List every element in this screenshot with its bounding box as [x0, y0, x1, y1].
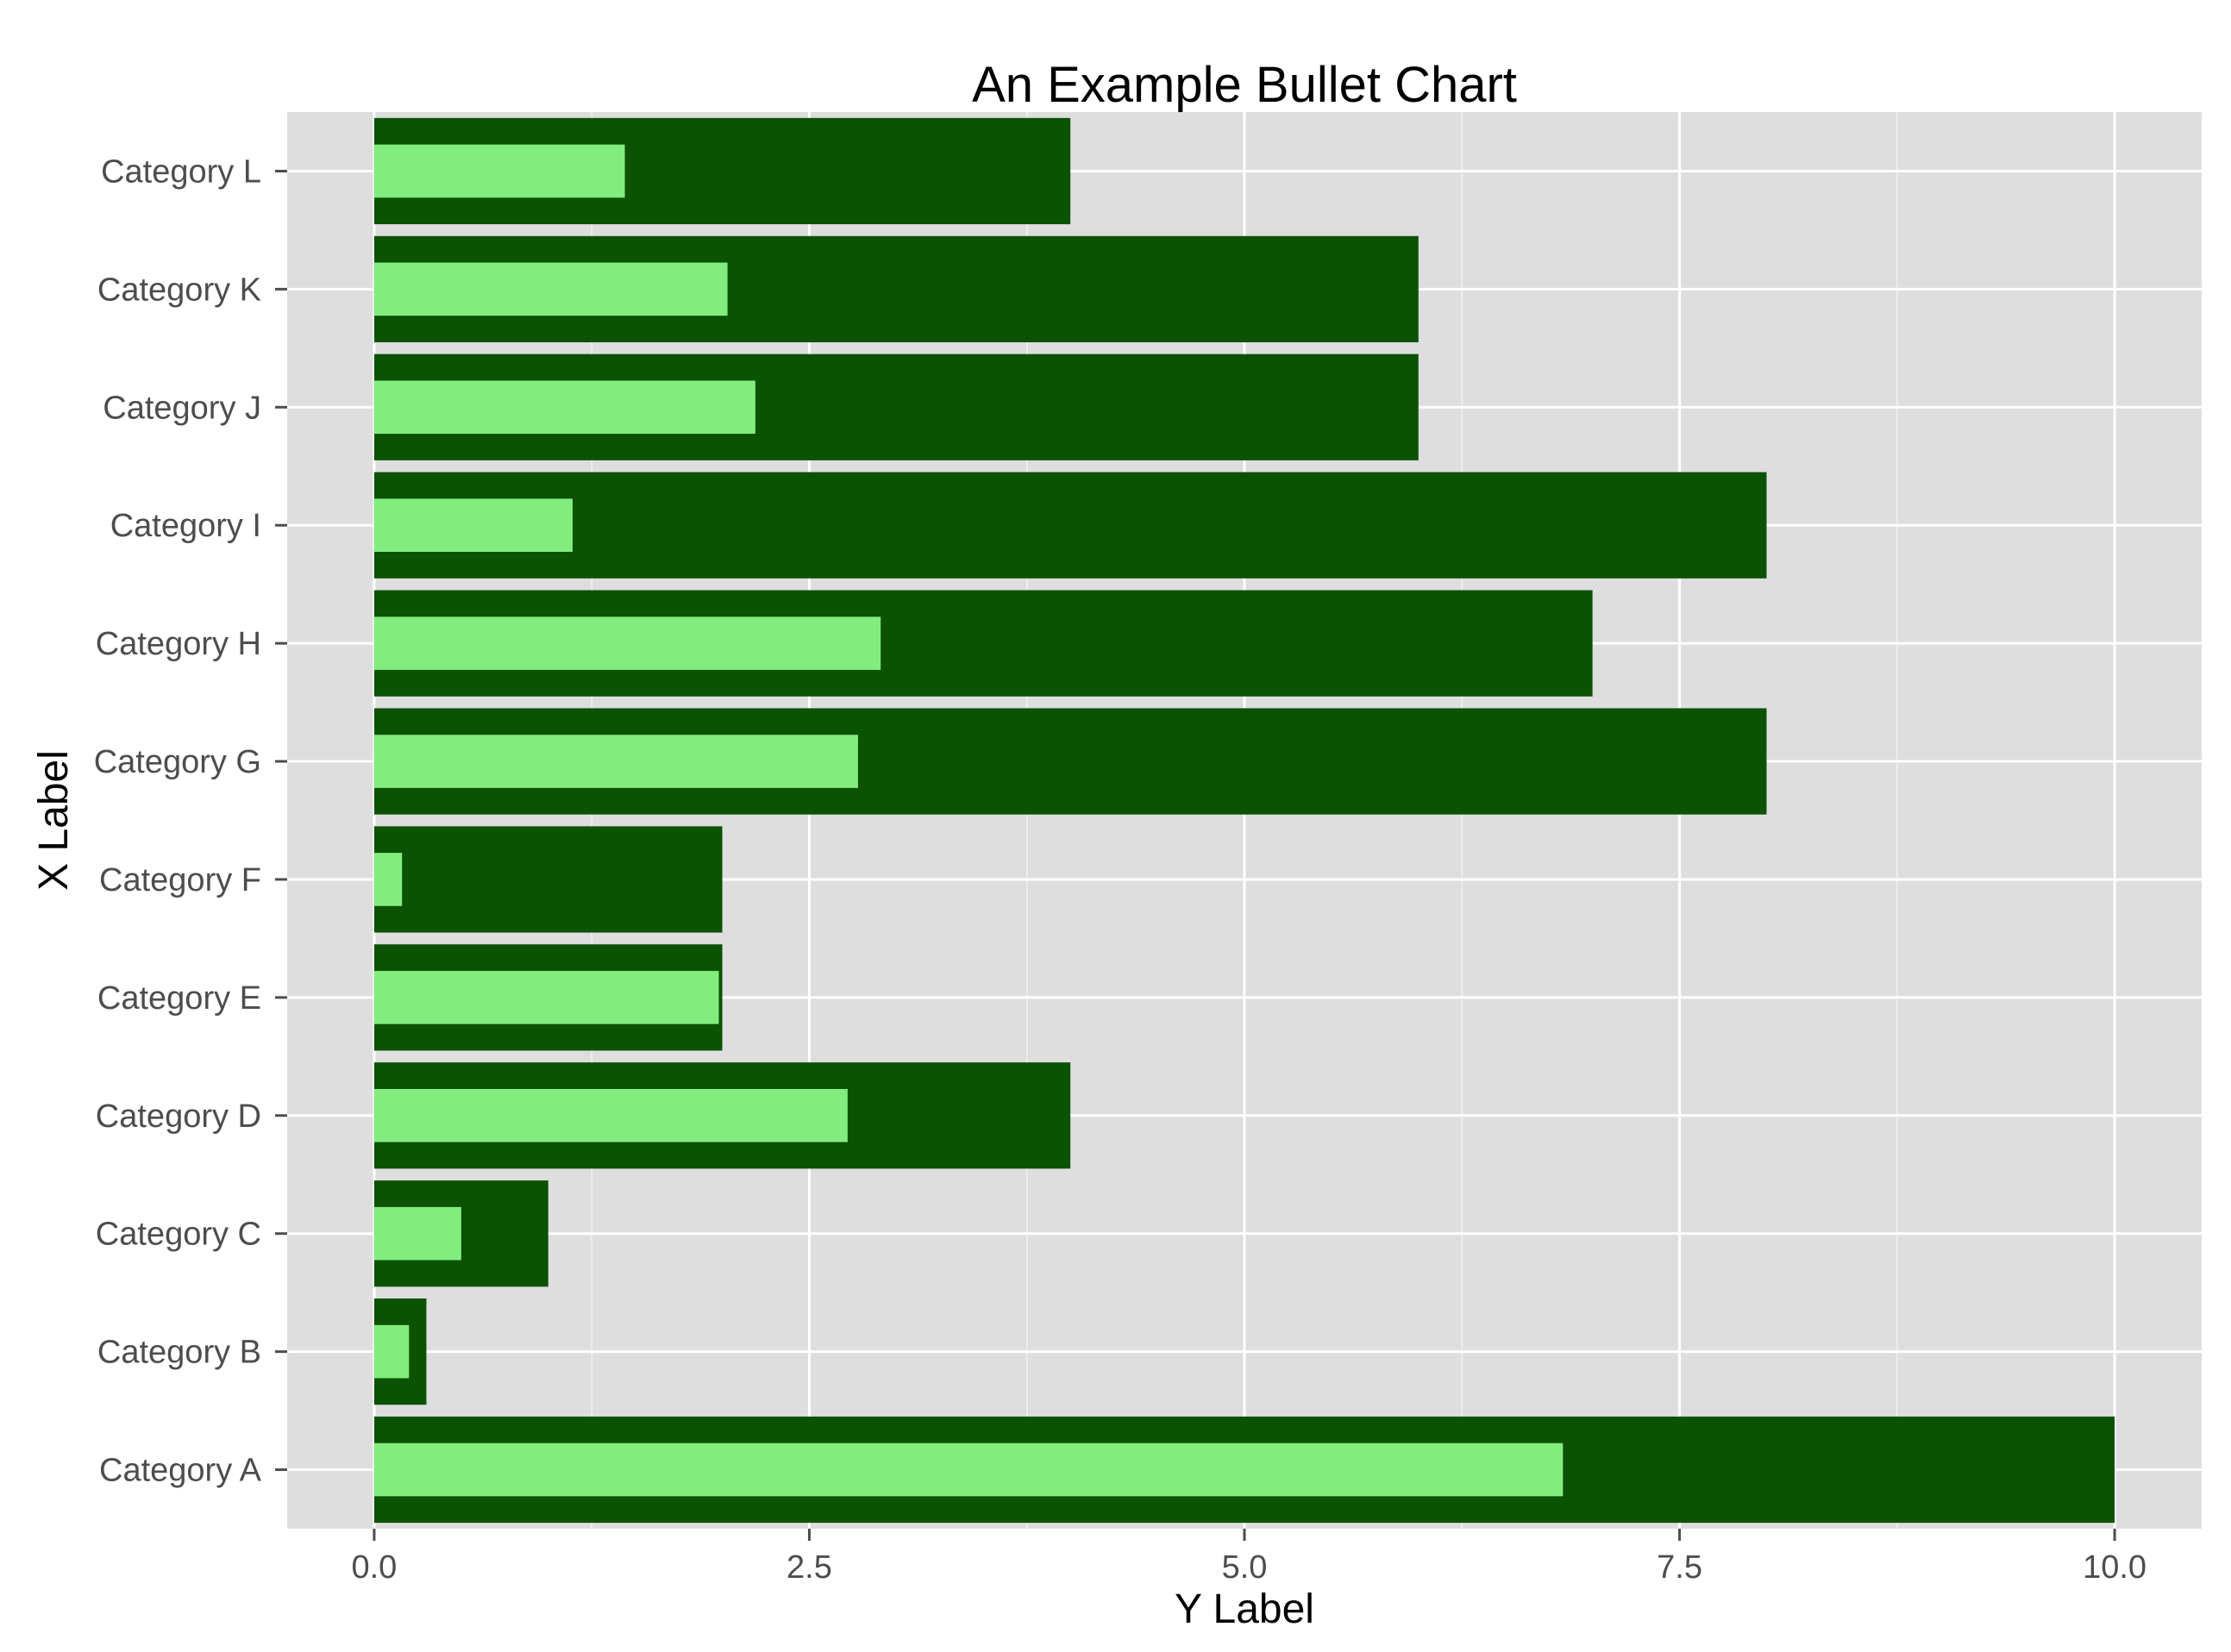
x-axis-title: Y Label — [1175, 1586, 1314, 1632]
inner-bar — [373, 262, 728, 316]
x-tick-label: 2.5 — [786, 1549, 832, 1586]
y-tick-label: Category J — [103, 390, 261, 426]
y-tick-label: Category E — [97, 980, 261, 1017]
inner-bar — [373, 971, 719, 1024]
y-tick-label: Category F — [99, 862, 261, 898]
inner-bar — [373, 616, 881, 670]
x-tick-label: 10.0 — [2083, 1549, 2146, 1586]
inner-bar — [373, 498, 573, 553]
y-tick-label: Category A — [99, 1453, 262, 1489]
y-axis-title: X Label — [31, 750, 77, 891]
outer-bar — [373, 472, 1767, 579]
y-tick-label: Category K — [97, 272, 261, 308]
y-tick-label: Category G — [94, 744, 261, 780]
x-axis: 0.0 2.5 5.0 7.5 10.0 — [351, 1529, 2146, 1586]
y-axis: Category A Category B Category C Category D… — [94, 153, 287, 1489]
x-tick-label: 0.0 — [351, 1549, 397, 1586]
bars-group — [373, 117, 2115, 1524]
y-tick-label: Category I — [110, 508, 261, 544]
inner-bar — [373, 144, 625, 198]
y-tick-label: Category H — [96, 626, 261, 662]
y-tick-label: Category D — [96, 1098, 261, 1135]
x-tick-label: 7.5 — [1657, 1549, 1702, 1586]
inner-bar — [373, 1324, 410, 1379]
y-tick-label: Category L — [101, 153, 261, 190]
inner-bar — [373, 1206, 461, 1261]
chart-title: An Example Bullet Chart — [972, 57, 1517, 113]
inner-bar — [373, 735, 858, 788]
inner-bar — [373, 853, 403, 906]
inner-bar — [373, 380, 755, 435]
y-tick-label: Category C — [96, 1217, 261, 1253]
inner-bar — [373, 1442, 1564, 1497]
inner-bar — [373, 1088, 848, 1142]
x-tick-label: 5.0 — [1222, 1549, 1268, 1586]
outer-bar — [373, 826, 723, 933]
y-tick-label: Category B — [97, 1335, 261, 1371]
